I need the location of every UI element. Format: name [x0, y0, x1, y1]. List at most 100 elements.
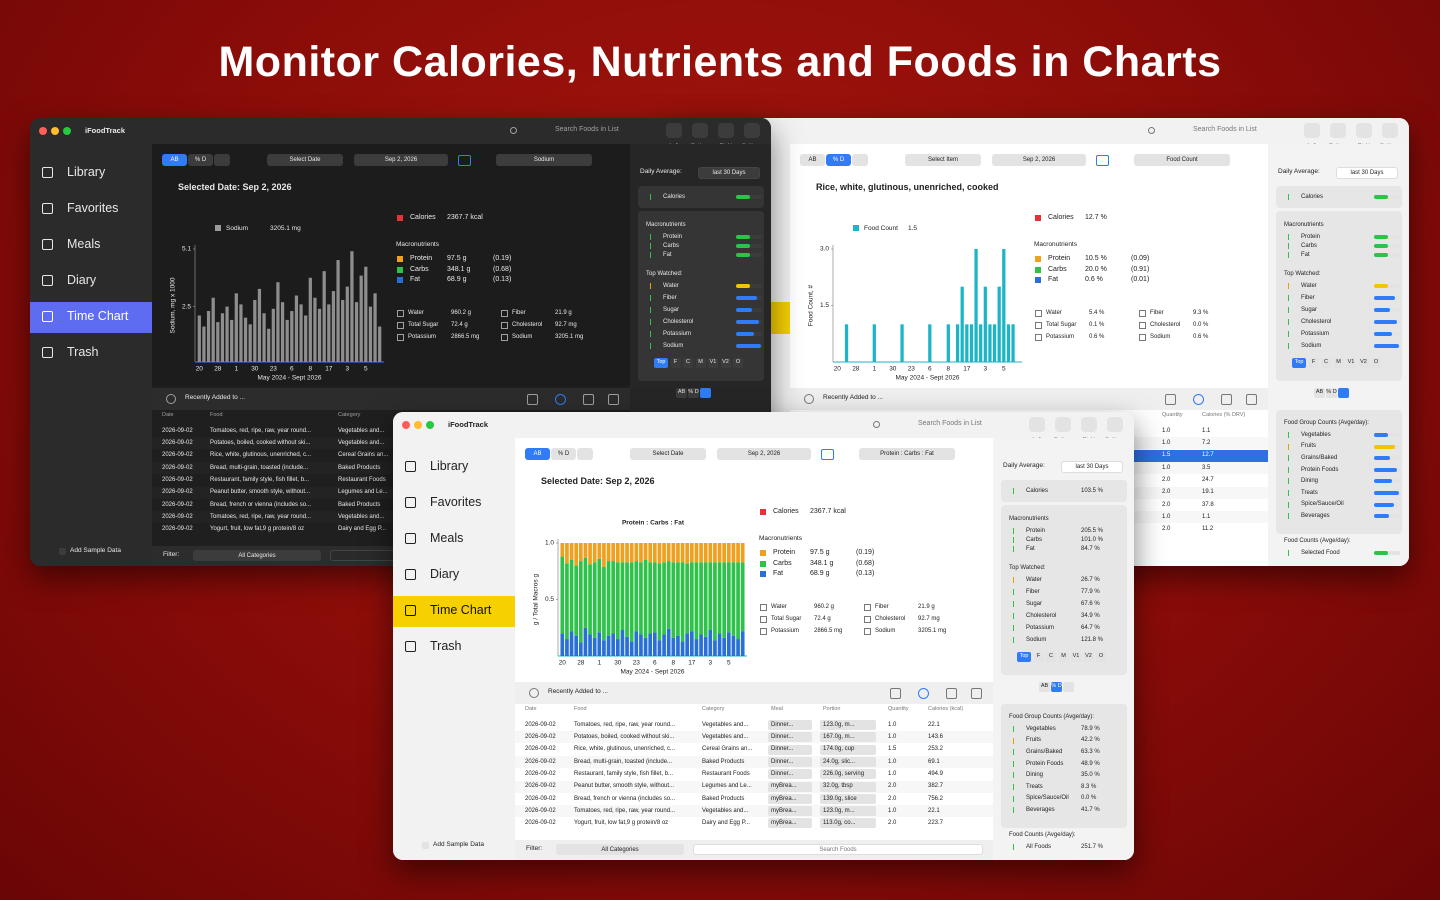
picker-label[interactable]: Select Item: [927, 156, 959, 163]
sidebar-icon: [42, 311, 53, 322]
tab-label[interactable]: V1: [1347, 358, 1355, 365]
tab-label[interactable]: F: [673, 358, 678, 365]
segment-label[interactable]: AB: [1315, 388, 1324, 395]
progress-fill: [1374, 235, 1388, 239]
date-label[interactable]: Sep 2, 2026: [747, 450, 781, 457]
bar: [243, 317, 248, 362]
period-label[interactable]: last 30 Days: [1075, 463, 1109, 470]
table-cell: 1.0: [1162, 464, 1171, 471]
tab-label[interactable]: V2: [722, 358, 729, 365]
bar-segment: [740, 562, 745, 632]
table-cell: 19.1: [1202, 489, 1214, 496]
sidebar-icon: [42, 239, 53, 250]
x-tick-label: 17: [688, 660, 696, 667]
tab-label[interactable]: V2: [1085, 652, 1092, 659]
sidebar-item[interactable]: Favorites: [67, 201, 119, 216]
sidebar-item[interactable]: Library: [430, 459, 469, 474]
bar-segment: [639, 543, 643, 563]
bar-segment: [634, 543, 639, 562]
segment: [676, 388, 687, 398]
sidebar-item[interactable]: Time Chart: [430, 603, 492, 618]
sidebar-item[interactable]: Diary: [67, 273, 97, 288]
series-picker-label[interactable]: Food Count: [1166, 156, 1198, 163]
tab-label[interactable]: C: [1324, 358, 1328, 365]
sidebar-item[interactable]: Meals: [67, 237, 101, 252]
sidebar-item[interactable]: Time Chart: [67, 309, 129, 324]
search-field[interactable]: Search Foods in List: [918, 420, 982, 428]
tab-label[interactable]: C: [1049, 652, 1053, 659]
section-title: Top Watched:: [646, 270, 683, 277]
sidebar-item[interactable]: Trash: [67, 345, 99, 360]
macro-amount: 68.9 g: [447, 276, 467, 284]
table-cell: 2026-09-02: [162, 501, 193, 508]
table-cell: 37.8: [1202, 501, 1214, 508]
table-cell: Vegetables and...: [702, 721, 749, 728]
macro-ratio: (0.01): [1131, 276, 1150, 284]
tab-label[interactable]: Top: [1019, 652, 1029, 659]
tab-label[interactable]: M: [1061, 652, 1066, 659]
progress-fill: [1374, 296, 1395, 300]
segment-label[interactable]: AB: [808, 156, 817, 163]
nutrient-amount: 21.9 g: [918, 603, 935, 610]
segment-label[interactable]: AB: [1040, 682, 1049, 689]
tab-label[interactable]: F: [1036, 652, 1041, 659]
search-field[interactable]: Search Foods in List: [555, 126, 619, 134]
period-label[interactable]: last 30 Days: [712, 169, 746, 176]
date-label[interactable]: Sep 2, 2026: [384, 156, 418, 163]
bar-segment: [625, 636, 629, 656]
tab-label[interactable]: M: [698, 358, 703, 365]
sidebar-item[interactable]: Diary: [430, 567, 460, 582]
nutrient-amount: 21.9 g: [555, 309, 572, 316]
date-label[interactable]: Sep 2, 2026: [1022, 156, 1056, 163]
segment-label[interactable]: % D: [1326, 388, 1337, 395]
tab-label[interactable]: Top: [656, 358, 666, 365]
tab-label[interactable]: V1: [709, 358, 717, 365]
progress-fill: [736, 244, 750, 248]
bar-segment: [676, 562, 680, 636]
tab-label[interactable]: O: [735, 358, 741, 365]
cell-popup: [768, 818, 812, 829]
trend-arrow: [1013, 737, 1015, 744]
tab-label[interactable]: Top: [1294, 358, 1304, 365]
sidebar-item[interactable]: Trash: [430, 639, 462, 654]
tab-label[interactable]: F: [1311, 358, 1316, 365]
segment-label[interactable]: AB: [533, 450, 542, 457]
segment-label[interactable]: AB: [170, 156, 179, 163]
sidebar-item[interactable]: Library: [67, 165, 106, 180]
segment-label[interactable]: % D: [1051, 682, 1062, 689]
table-cell: 1.0: [1162, 427, 1171, 434]
search-foods[interactable]: Search Foods: [819, 846, 857, 853]
segment-label[interactable]: % D: [557, 450, 570, 457]
segment-label[interactable]: % D: [194, 156, 207, 163]
tab-label[interactable]: V1: [1072, 652, 1080, 659]
tab-label[interactable]: O: [1098, 652, 1104, 659]
segment-label[interactable]: AB: [677, 388, 686, 395]
category-picker-label[interactable]: All Categories: [238, 552, 276, 559]
tab-label[interactable]: V2: [1360, 358, 1367, 365]
segment-label[interactable]: % D: [688, 388, 699, 395]
tab-label[interactable]: M: [1336, 358, 1341, 365]
tab-label[interactable]: C: [686, 358, 690, 365]
x-tick-label: 23: [270, 366, 278, 373]
bar: [1006, 324, 1011, 362]
period-label[interactable]: last 30 Days: [1350, 169, 1384, 176]
sample-data-toggle[interactable]: Add Sample Data: [433, 841, 484, 849]
sidebar-item[interactable]: Favorites: [430, 495, 482, 510]
segment-label[interactable]: % D: [832, 156, 845, 163]
search-field[interactable]: Search Foods in List: [1193, 126, 1257, 134]
picker-label[interactable]: Select Date: [652, 450, 684, 457]
bar-segment: [648, 633, 653, 656]
row-selection: [1108, 449, 1268, 462]
bar-segment: [731, 635, 736, 656]
bar-segment: [685, 633, 690, 656]
picker-label[interactable]: Select Date: [289, 156, 321, 163]
sidebar-item[interactable]: Meals: [430, 531, 464, 546]
category-picker-label[interactable]: All Categories: [601, 846, 639, 853]
series-picker-label[interactable]: Protein : Carbs : Fat: [880, 450, 934, 457]
tab-label[interactable]: O: [1373, 358, 1379, 365]
series-picker-label[interactable]: Sodium: [533, 156, 555, 163]
chart-layer: 2.5 5.1 20 28 1 30 23 6 8 17 3 5 May 2024 - Sept 202…: [170, 225, 384, 382]
bar-segment: [740, 631, 745, 656]
trend-arrow: [1288, 513, 1290, 520]
sample-data-toggle[interactable]: Add Sample Data: [70, 547, 121, 555]
